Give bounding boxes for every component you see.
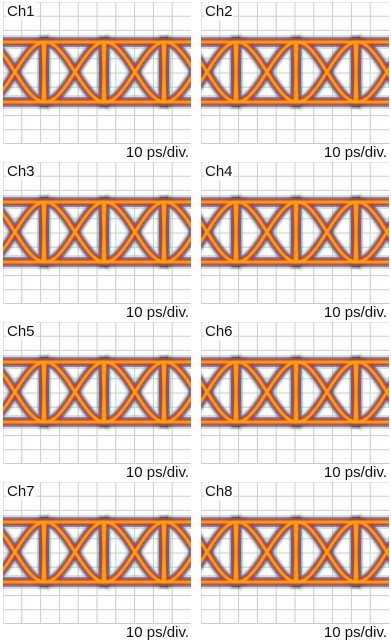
time-scale-label: 10 ps/div. <box>125 304 189 321</box>
time-scale-label: 10 ps/div. <box>323 304 387 321</box>
channel-label: Ch6 <box>204 322 234 341</box>
time-scale-label: 10 ps/div. <box>323 144 387 161</box>
eye-panel-ch2: Ch2 10 ps/div. <box>201 2 389 162</box>
time-scale-label: 10 ps/div. <box>323 624 387 641</box>
channel-label: Ch3 <box>6 162 36 181</box>
eye-panel-ch7: Ch7 10 ps/div. <box>3 482 191 642</box>
channel-label: Ch5 <box>6 322 36 341</box>
eye-diagram-plot <box>201 2 389 144</box>
eye-diagram-plot <box>3 322 191 464</box>
eye-panel-ch1: Ch1 10 ps/div. <box>3 2 191 162</box>
channel-label: Ch8 <box>204 482 234 501</box>
time-scale-label: 10 ps/div. <box>125 624 189 641</box>
time-scale-label: 10 ps/div. <box>125 144 189 161</box>
eye-panel-ch8: Ch8 10 ps/div. <box>201 482 389 642</box>
time-scale-label: 10 ps/div. <box>323 464 387 481</box>
eye-diagram-plot <box>201 482 389 624</box>
channel-label: Ch1 <box>6 2 36 21</box>
eye-diagram-plot <box>201 322 389 464</box>
eye-panel-ch5: Ch5 10 ps/div. <box>3 322 191 482</box>
channel-label: Ch7 <box>6 482 36 501</box>
eye-panel-ch4: Ch4 10 ps/div. <box>201 162 389 322</box>
channel-label: Ch4 <box>204 162 234 181</box>
eye-diagram-plot <box>3 482 191 624</box>
time-scale-label: 10 ps/div. <box>125 464 189 481</box>
eye-diagram-plot <box>201 162 389 304</box>
eye-diagram-plot <box>3 162 191 304</box>
eye-panel-ch3: Ch3 10 ps/div. <box>3 162 191 322</box>
eye-panel-ch6: Ch6 10 ps/div. <box>201 322 389 482</box>
eye-diagram-plot <box>3 2 191 144</box>
channel-label: Ch2 <box>204 2 234 21</box>
